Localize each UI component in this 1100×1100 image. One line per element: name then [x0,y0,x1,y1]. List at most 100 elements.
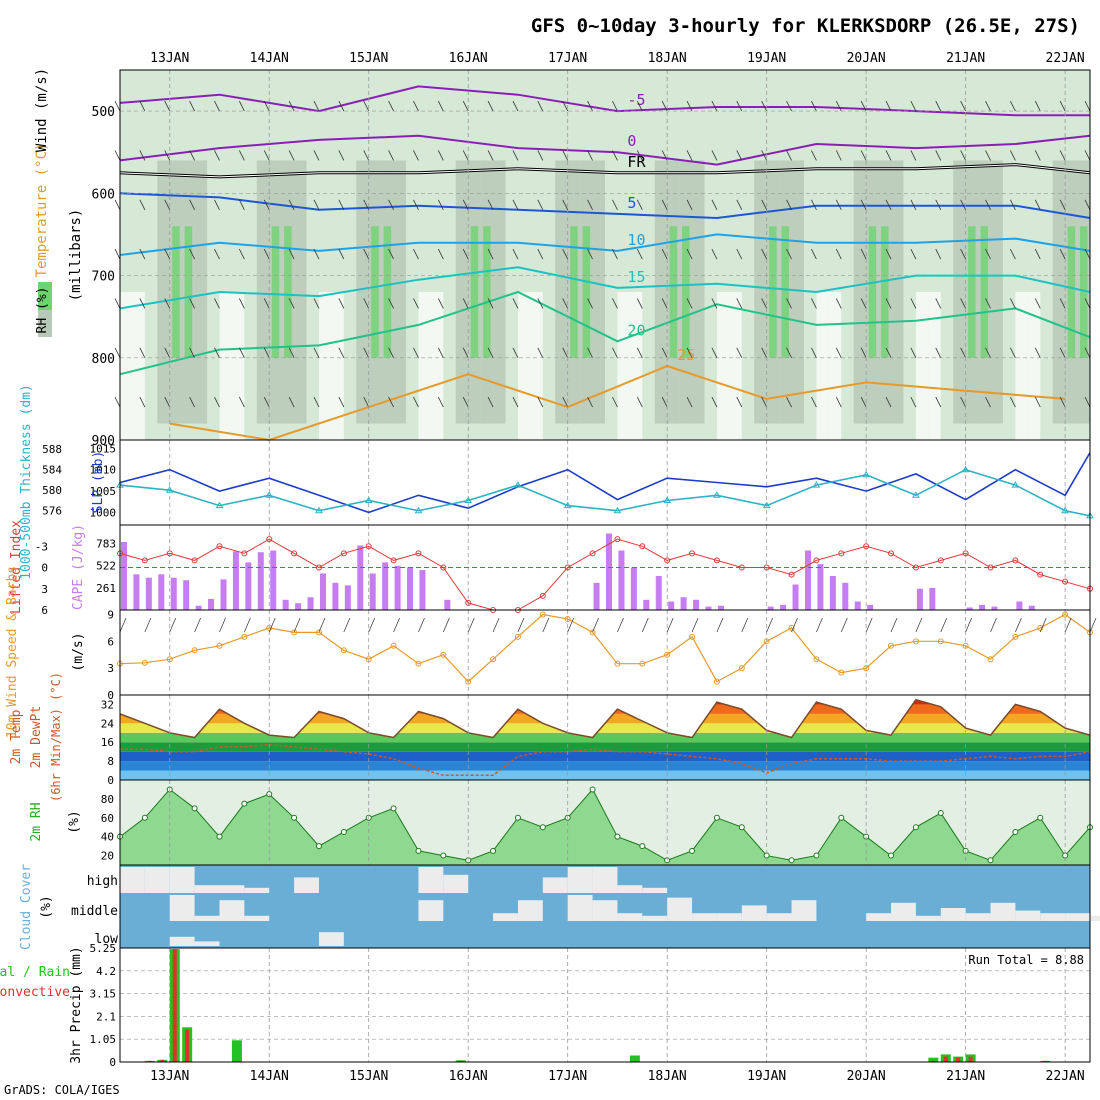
wind-barb [263,100,270,112]
rh-green-column [1080,226,1088,358]
cloud-bar [418,867,444,893]
wind-barb [214,248,220,260]
li-marker [1062,578,1069,585]
wind-barb [338,347,345,358]
wind-barb [786,396,792,408]
wind-barb [711,396,718,408]
precip-convective-bar [956,1057,961,1062]
wind-barb [413,248,419,260]
rh-mid-column [455,160,469,424]
wind-barb [1084,100,1091,112]
wind-barb [587,150,593,161]
rh2m-marker [141,814,148,821]
wind-speed-marker [490,656,497,663]
date-label-bottom: 19JAN [747,1069,786,1084]
li-axis-label: Lifted Index [9,520,24,614]
wind-barb [835,248,842,260]
wind-speed-marker [291,629,298,636]
wind-speed-marker [514,633,521,640]
temp-band [120,770,1090,780]
wind-barb [736,347,743,358]
wind-speed-marker [1012,633,1019,640]
rh-green-column [781,226,790,358]
wind-barb [437,248,444,260]
chart-title: GFS 0~10day 3-hourly for KLERKSDORP (26.… [531,15,1080,37]
wind-barb [164,100,171,112]
wind-barb [413,150,419,161]
wind-barb [811,347,817,358]
wind-barb [935,396,942,408]
rh2m-marker [937,810,944,817]
rh2m-units-label: (%) [67,810,82,833]
cloud-bar [244,887,270,893]
cloud-bar [567,895,593,921]
wind-barb [542,617,550,633]
wind-barb [1089,617,1097,633]
wind-speed-line [119,613,1091,683]
thickness-marker [1061,506,1069,514]
li-tick-label: -3 [35,540,48,553]
date-label-bottom: 20JAN [847,1069,886,1084]
wind-barb [219,617,226,633]
wind-barb [860,150,867,161]
cloud-bar [294,877,319,893]
thickness-marker [165,486,174,493]
wind-barb [761,396,768,408]
wind-barb [1039,617,1047,633]
cloud-bar [766,913,792,921]
cloud-bar [642,887,668,893]
wind-barb [711,298,718,309]
cloud-bar [194,885,220,893]
li-marker [1037,571,1044,578]
precip-total-legend: Total / Rain [0,965,70,980]
li-marker [266,536,273,543]
wind-barb [487,347,494,358]
wind-speed-marker [689,633,696,640]
wind-barb [214,199,220,210]
wind-barb [164,248,171,260]
wind-barb [512,199,519,210]
wind-barb [711,100,718,112]
cape-bar [854,601,861,610]
rh2m-marker [216,833,223,840]
rh-mid-column [493,160,506,424]
rh2m-panel: 80 60 40 20 2m RH (%) [29,779,1093,866]
rh2m-tick-label: 40 [101,831,114,844]
li-marker [763,564,770,571]
rh-mid-column [654,160,668,424]
temp-tick-label: 8 [107,755,114,768]
wind-barb [388,298,394,309]
wind-barb [860,248,867,260]
precip-total-bar [629,1055,640,1062]
wind-barb [1010,347,1016,358]
rh-dry-column [1027,292,1041,440]
rh2m-axis-label: 2m RH [29,802,44,841]
precip-convective-bar [185,1029,190,1062]
pressure-tick-label: 500 [92,105,115,120]
wind-barb [985,396,991,408]
rh2m-marker [838,814,845,821]
wind-barb [736,199,743,210]
li-marker [589,550,596,557]
slp-axis-label: SLP (mb) [91,451,106,514]
wind-barb [860,298,867,309]
wind-barb [860,199,867,210]
rh2m-marker [589,786,596,793]
wind-speed-marker [713,678,720,685]
rh-mid-column [990,160,1003,424]
rh-mid-column [592,160,605,424]
wind-barb [1015,617,1022,633]
cloud-bar [1065,913,1090,921]
wind-barb [239,347,245,358]
wind-barb [487,199,494,210]
cape-tick-label: 522 [96,560,116,573]
cape-bar [618,550,625,610]
wind-barb [388,396,394,408]
li-line [119,538,1091,611]
wind-barb [811,248,817,260]
wind-barb [388,150,394,161]
rh-mid-column [555,160,568,424]
wind-barb [214,100,220,112]
rh-green-column [570,226,578,358]
wind-barb [686,150,693,161]
